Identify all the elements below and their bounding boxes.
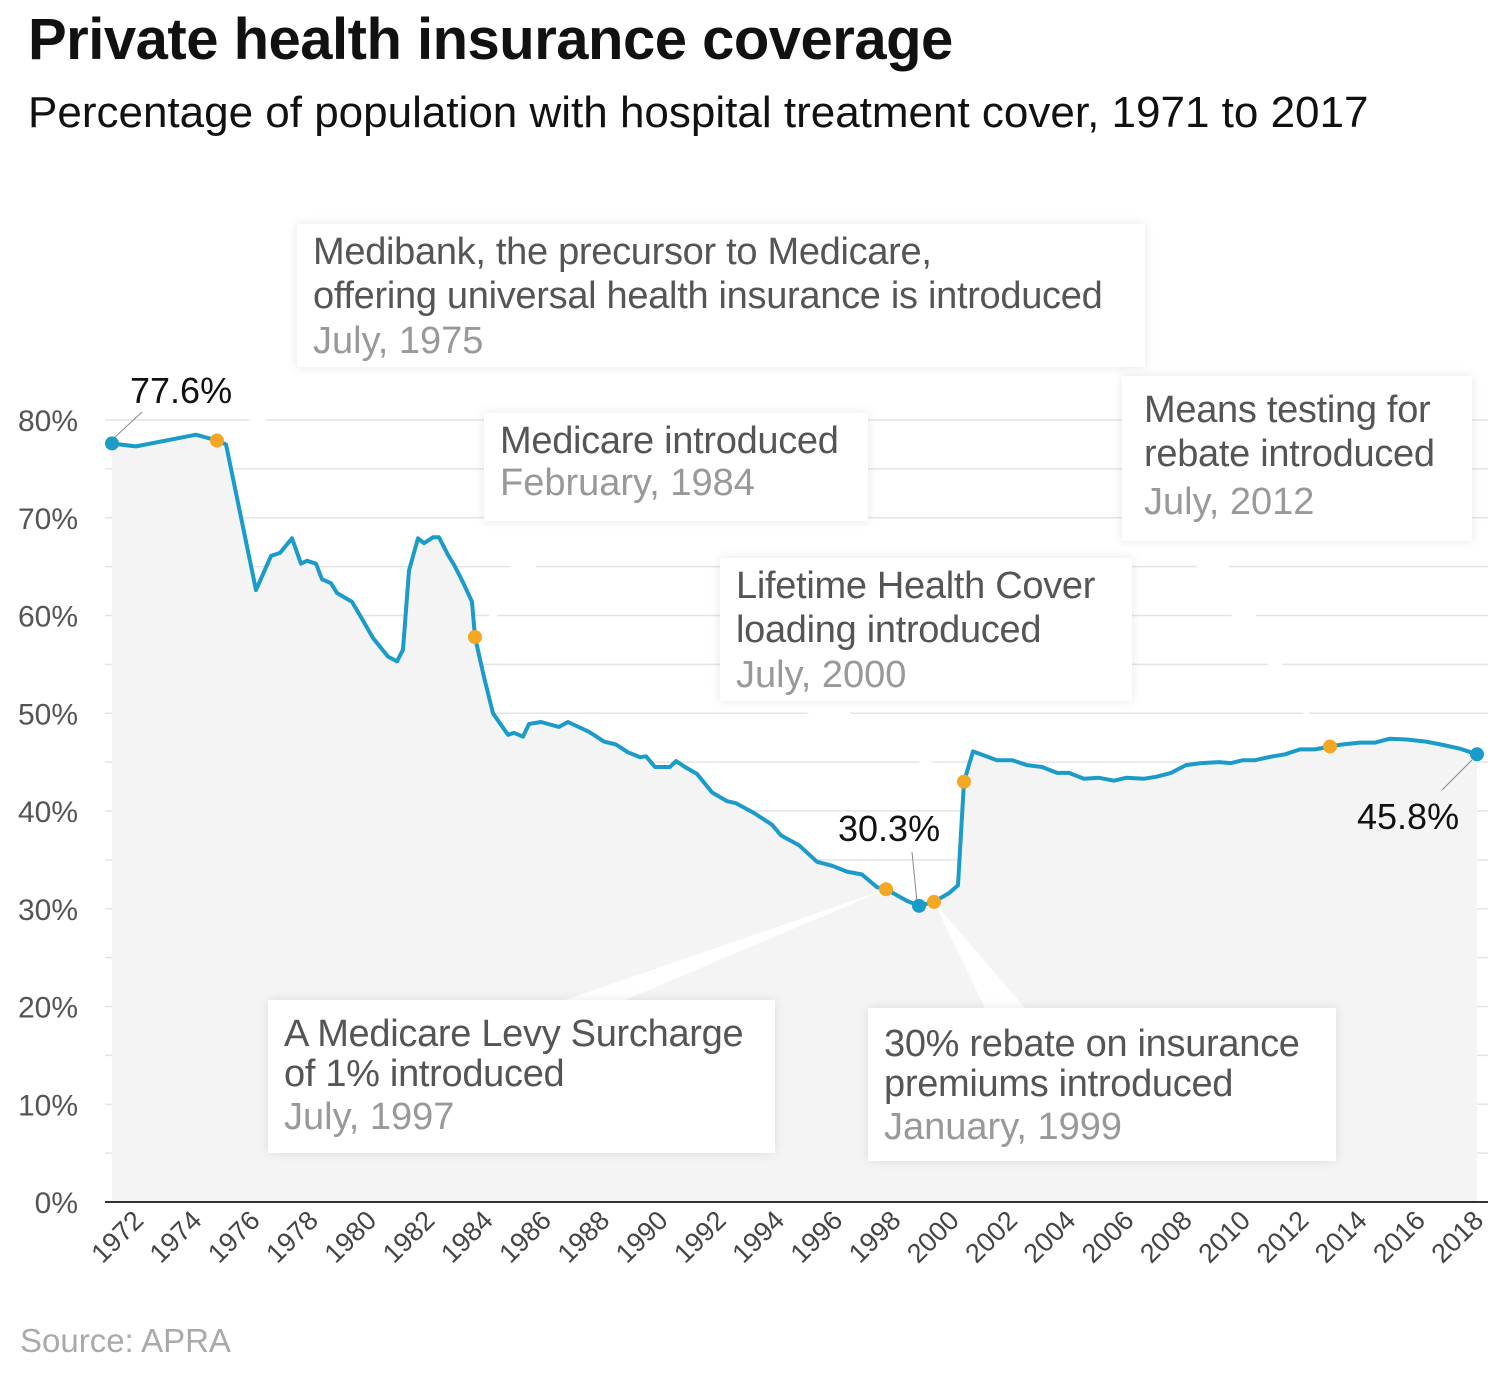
value-label-min: 30.3%	[838, 808, 941, 849]
y-tick-label: 70%	[18, 503, 78, 536]
x-tick-label: 2018	[1426, 1205, 1490, 1269]
annotation-rebate: 30% rebate on insurance premiums introdu…	[868, 1008, 1336, 1161]
leader-levy	[565, 889, 887, 1000]
leader-rebate	[934, 902, 1025, 1008]
annotation-date: July, 1975	[313, 320, 484, 362]
value-marker	[912, 898, 926, 913]
event-marker	[210, 433, 224, 448]
x-tick-label: 2002	[959, 1205, 1023, 1269]
value-label-leader	[911, 851, 918, 903]
series-line	[111, 432, 1478, 908]
leader-means-testing	[1178, 541, 1327, 746]
x-tick-label: 1980	[319, 1205, 383, 1269]
y-axis: 0% 10% 20% 30% 40% 50% 60% 70% 80%	[18, 405, 78, 1220]
y-tick-label: 30%	[18, 894, 78, 927]
annotation-means-testing: Means testing for rebate introduced July…	[1122, 376, 1472, 541]
x-tick-label: 2014	[1309, 1205, 1373, 1269]
annotation-text: Medicare introduced	[500, 420, 839, 462]
x-tick-label: 2016	[1367, 1205, 1431, 1269]
y-tick-label: 50%	[18, 698, 78, 731]
event-marker	[927, 894, 941, 909]
annotation-text: 30% rebate on insurance	[884, 1023, 1300, 1065]
x-tick-label: 1994	[726, 1205, 790, 1269]
x-tick-label: 2008	[1134, 1205, 1198, 1269]
annotation-text: Medibank, the precursor to Medicare,	[313, 231, 932, 273]
event-marker	[879, 882, 893, 897]
annotation-date: July, 1997	[284, 1096, 455, 1138]
annotation-levy-surcharge: A Medicare Levy Surcharge of 1% introduc…	[268, 1000, 775, 1153]
value-label-leader	[113, 411, 143, 439]
x-tick-label: 1978	[260, 1205, 324, 1269]
y-tick-label: 20%	[18, 992, 78, 1025]
annotation-text: of 1% introduced	[284, 1053, 565, 1095]
markers	[105, 433, 1484, 913]
leader-medibank	[217, 367, 390, 441]
source-note: Source: APRA	[20, 1322, 231, 1359]
y-tick-label: 10%	[18, 1089, 78, 1122]
y-tick-label: 0%	[35, 1187, 78, 1220]
event-marker	[957, 774, 971, 789]
event-marker	[468, 630, 482, 645]
annotation-medibank: Medibank, the precursor to Medicare, off…	[297, 224, 1145, 367]
annotation-text: rebate introduced	[1144, 433, 1435, 475]
annotation-lifetime-cover: Lifetime Health Cover loading introduced…	[720, 558, 1132, 701]
x-tick-label: 2012	[1251, 1205, 1315, 1269]
event-marker	[1323, 739, 1337, 754]
annotation-text: Means testing for	[1144, 389, 1431, 431]
value-label-start: 77.6%	[130, 370, 233, 411]
annotation-medicare: Medicare introduced February, 1984	[484, 413, 868, 521]
annotation-text: Lifetime Health Cover	[736, 565, 1096, 607]
annotation-date: January, 1999	[884, 1106, 1123, 1148]
chart-subtitle: Percentage of population with hospital t…	[28, 88, 1369, 137]
annotation-date: July, 2000	[736, 654, 907, 696]
chart-title: Private health insurance coverage	[28, 7, 953, 72]
x-tick-label: 1986	[493, 1205, 557, 1269]
x-tick-label: 1972	[86, 1205, 150, 1269]
leader-lifetime	[780, 701, 965, 782]
x-tick-label: 2006	[1076, 1205, 1140, 1269]
y-tick-label: 80%	[18, 405, 78, 438]
x-tick-label: 2010	[1192, 1205, 1256, 1269]
x-tick-label: 1992	[668, 1205, 732, 1269]
annotation-text: offering universal health insurance is i…	[313, 275, 1103, 317]
x-tick-label: 1982	[377, 1205, 441, 1269]
x-tick-label: 1990	[610, 1205, 674, 1269]
x-tick-label: 1996	[785, 1205, 849, 1269]
leader-medicare	[480, 521, 572, 637]
y-tick-label: 40%	[18, 796, 78, 829]
value-label-end: 45.8%	[1357, 796, 1460, 837]
value-marker	[105, 436, 119, 451]
y-tick-label: 60%	[18, 601, 78, 634]
annotation-text: loading introduced	[736, 609, 1042, 651]
annotation-leaders	[217, 367, 1327, 1008]
annotation-text: premiums introduced	[884, 1063, 1234, 1105]
annotation-date: February, 1984	[500, 462, 755, 504]
x-tick-label: 1988	[552, 1205, 616, 1269]
annotation-text: A Medicare Levy Surcharge	[284, 1013, 744, 1055]
x-tick-label: 2004	[1018, 1205, 1082, 1269]
x-tick-label: 2000	[901, 1205, 965, 1269]
x-tick-label: 1984	[435, 1205, 499, 1269]
x-tick-label: 1974	[144, 1205, 208, 1269]
x-tick-label: 1976	[202, 1205, 266, 1269]
annotation-date: July, 2012	[1144, 481, 1315, 523]
x-tick-label: 1998	[843, 1205, 907, 1269]
value-marker	[1470, 747, 1484, 762]
value-label-leader	[1441, 759, 1473, 791]
x-axis: 1972197419761978198019821984198619881990…	[86, 1205, 1490, 1269]
